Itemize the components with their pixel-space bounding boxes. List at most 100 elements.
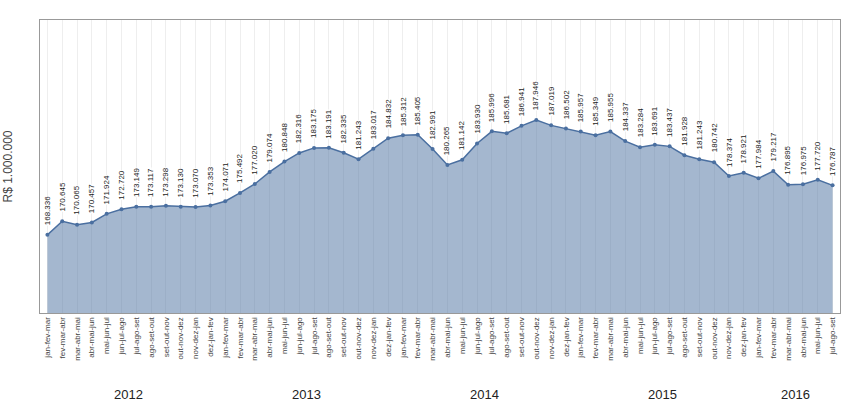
svg-text:183.930: 183.930: [473, 104, 482, 133]
svg-text:176.895: 176.895: [783, 145, 792, 174]
svg-text:182.316: 182.316: [294, 114, 303, 143]
svg-text:mar-abr-mai: mar-abr-mai: [606, 317, 615, 361]
svg-text:185.996: 185.996: [487, 93, 496, 122]
svg-text:mar-abr-mai: mar-abr-mai: [428, 317, 437, 361]
svg-text:173.130: 173.130: [176, 168, 185, 197]
svg-text:mai-jun-jul: mai-jun-jul: [280, 317, 289, 354]
svg-text:183.691: 183.691: [650, 106, 659, 135]
svg-text:fev-mar-abr: fev-mar-abr: [413, 317, 422, 359]
svg-text:jun-jul-ago: jun-jul-ago: [650, 317, 659, 356]
svg-text:173.149: 173.149: [132, 167, 141, 196]
svg-text:185.681: 185.681: [502, 94, 511, 123]
svg-text:ago-set-out: ago-set-out: [680, 316, 689, 357]
svg-text:abr-mai-jun: abr-mai-jun: [443, 317, 452, 357]
svg-text:181.142: 181.142: [457, 121, 466, 150]
svg-text:186.941: 186.941: [517, 87, 526, 116]
svg-text:185.312: 185.312: [399, 97, 408, 126]
svg-text:mar-abr-mai: mar-abr-mai: [784, 317, 793, 361]
svg-text:170.645: 170.645: [58, 182, 67, 211]
svg-text:177.020: 177.020: [250, 145, 259, 174]
svg-text:177.720: 177.720: [813, 141, 822, 170]
svg-text:jan-fev-mar: jan-fev-mar: [399, 317, 408, 359]
svg-text:ago-set-out: ago-set-out: [324, 316, 333, 357]
svg-text:jun-jul-ago: jun-jul-ago: [295, 317, 304, 356]
svg-text:174.071: 174.071: [221, 162, 230, 191]
svg-text:170.065: 170.065: [72, 185, 81, 214]
svg-text:mai-jun-jul: mai-jun-jul: [636, 317, 645, 354]
svg-text:2015: 2015: [648, 387, 677, 402]
svg-text:180.265: 180.265: [442, 126, 451, 155]
svg-text:set-out-nov: set-out-nov: [339, 317, 348, 357]
svg-text:178.374: 178.374: [725, 137, 734, 166]
svg-text:177.984: 177.984: [754, 139, 763, 168]
svg-text:178.921: 178.921: [739, 134, 748, 163]
svg-text:jul-ago-set: jul-ago-set: [487, 316, 496, 355]
svg-text:nov-dez-jan: nov-dez-jan: [369, 317, 378, 359]
svg-text:171.924: 171.924: [102, 175, 111, 204]
svg-text:2013: 2013: [292, 387, 321, 402]
svg-text:jul-ago-set: jul-ago-set: [310, 316, 319, 355]
svg-text:182.335: 182.335: [339, 114, 348, 143]
svg-text:out-nov-dez: out-nov-dez: [710, 317, 719, 359]
svg-text:173.298: 173.298: [161, 167, 170, 196]
svg-text:set-out-nov: set-out-nov: [162, 317, 171, 357]
svg-text:set-out-nov: set-out-nov: [517, 317, 526, 357]
svg-text:181.243: 181.243: [354, 120, 363, 149]
svg-text:dez-jan-fev: dez-jan-fev: [206, 317, 215, 357]
svg-text:fev-mar-abr: fev-mar-abr: [769, 317, 778, 359]
svg-text:183.017: 183.017: [369, 110, 378, 139]
svg-text:dez-jan-fev: dez-jan-fev: [562, 317, 571, 357]
svg-text:187.946: 187.946: [531, 81, 540, 110]
svg-text:173.117: 173.117: [146, 168, 155, 197]
svg-text:185.349: 185.349: [591, 96, 600, 125]
svg-text:mar-abr-mai: mar-abr-mai: [250, 317, 259, 361]
svg-text:182.991: 182.991: [428, 110, 437, 139]
svg-text:out-nov-dez: out-nov-dez: [176, 317, 185, 359]
svg-text:2012: 2012: [114, 387, 143, 402]
svg-text:mai-jun-jul: mai-jun-jul: [813, 317, 822, 354]
svg-text:jul-ago-set: jul-ago-set: [828, 316, 837, 355]
svg-text:jul-ago-set: jul-ago-set: [132, 316, 141, 355]
svg-text:fev-mar-abr: fev-mar-abr: [58, 317, 67, 359]
svg-text:187.019: 187.019: [547, 86, 556, 115]
svg-text:fev-mar-abr: fev-mar-abr: [236, 317, 245, 359]
svg-text:fev-mar-abr: fev-mar-abr: [591, 317, 600, 359]
svg-text:mar-abr-mai: mar-abr-mai: [73, 317, 82, 361]
svg-text:181.928: 181.928: [680, 116, 689, 145]
svg-text:jan-fev-mar: jan-fev-mar: [43, 317, 52, 359]
svg-text:180.848: 180.848: [280, 123, 289, 152]
svg-text:jan-fev-mar: jan-fev-mar: [221, 317, 230, 359]
svg-text:R$ 1.000.000: R$ 1.000.000: [1, 130, 15, 202]
svg-text:183.175: 183.175: [309, 108, 318, 137]
svg-text:176.975: 176.975: [799, 146, 808, 175]
svg-text:185.955: 185.955: [606, 93, 615, 122]
svg-text:176.787: 176.787: [828, 146, 837, 175]
svg-text:186.502: 186.502: [562, 90, 571, 119]
svg-text:ago-set-out: ago-set-out: [147, 316, 156, 357]
svg-text:183.191: 183.191: [324, 109, 333, 138]
svg-text:nov-dez-jan: nov-dez-jan: [724, 317, 733, 359]
svg-text:175.492: 175.492: [235, 153, 244, 182]
svg-text:dez-jan-fev: dez-jan-fev: [739, 317, 748, 357]
svg-text:jan-fev-mar: jan-fev-mar: [576, 317, 585, 359]
svg-text:out-nov-dez: out-nov-dez: [532, 317, 541, 359]
svg-text:2014: 2014: [470, 387, 499, 402]
svg-text:jul-ago-set: jul-ago-set: [665, 316, 674, 355]
svg-text:jan-fev-mar: jan-fev-mar: [754, 317, 763, 359]
svg-text:179.074: 179.074: [265, 133, 274, 162]
svg-text:dez-jan-fev: dez-jan-fev: [384, 317, 393, 357]
svg-text:jun-jul-ago: jun-jul-ago: [473, 317, 482, 356]
svg-text:173.353: 173.353: [206, 166, 215, 195]
svg-text:181.243: 181.243: [695, 120, 704, 149]
svg-text:168.336: 168.336: [43, 196, 52, 225]
svg-text:172.720: 172.720: [117, 170, 126, 199]
svg-text:nov-dez-jan: nov-dez-jan: [191, 317, 200, 359]
svg-text:173.070: 173.070: [191, 168, 200, 197]
svg-text:out-nov-dez: out-nov-dez: [354, 317, 363, 359]
svg-text:184.832: 184.832: [384, 99, 393, 128]
svg-text:185.957: 185.957: [576, 93, 585, 122]
svg-text:180.742: 180.742: [710, 123, 719, 152]
svg-text:set-out-nov: set-out-nov: [695, 317, 704, 357]
svg-text:184.337: 184.337: [621, 102, 630, 131]
svg-text:mai-jun-jul: mai-jun-jul: [102, 317, 111, 354]
